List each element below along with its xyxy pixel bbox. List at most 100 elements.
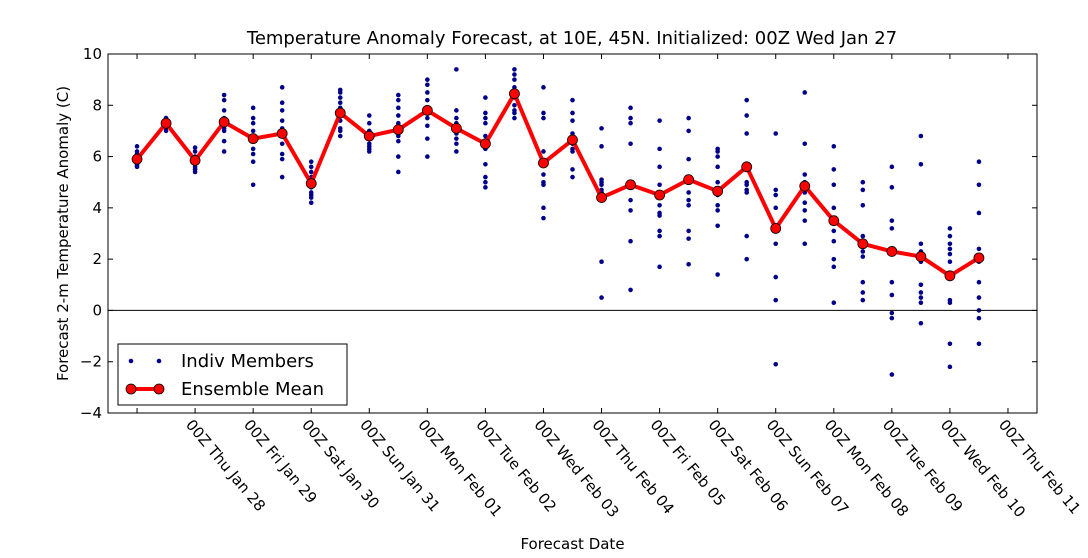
y-axis-label: Forecast 2-m Temperature Anomaly (C) [54,86,72,381]
legend-member-dot [128,358,134,364]
legend-mean-point [125,383,137,395]
member-point [918,241,924,247]
legend-mean-label: Ensemble Mean [181,379,324,400]
member-point [657,146,662,152]
member-point [802,172,808,177]
member-point [773,205,779,211]
member-point [279,151,285,157]
member-point [308,200,314,206]
legend: Indiv Members Ensemble Mean [117,343,348,406]
member-point [541,205,546,211]
ensemble-mean-point [915,251,927,262]
member-point [715,223,720,229]
ensemble-mean-layer [131,88,985,282]
ensemble-mean-point [770,222,782,234]
member-point [250,120,256,126]
member-point [599,259,604,265]
y-tick-label: 6 [92,148,102,166]
member-point [483,179,488,185]
member-point [657,228,662,234]
member-point [918,320,924,326]
member-point [599,126,604,131]
member-point [366,113,372,118]
member-point [570,146,575,152]
member-point [918,282,924,288]
member-point [831,264,837,270]
member-point [541,85,546,90]
member-point [628,197,633,203]
legend-box [117,343,348,406]
member-point [221,97,227,103]
legend-members-label: Indiv Members [181,351,314,372]
member-point [686,190,691,195]
member-point [860,279,866,285]
ensemble-mean-point [334,107,346,119]
member-point [715,164,720,170]
member-point [425,136,430,141]
legend-members-marker [128,358,162,364]
member-point [860,249,866,254]
member-point [483,120,488,126]
member-point [918,161,924,167]
ensemble-mean-point [160,117,172,129]
member-point [802,241,808,247]
member-point [279,174,285,180]
member-point [570,97,575,103]
member-point [541,172,546,177]
member-point [773,361,779,367]
member-point [483,185,488,190]
member-point [396,97,401,103]
member-point [396,92,401,98]
y-tick-label: −2 [80,353,102,371]
member-point [715,202,720,208]
member-point [308,192,314,198]
member-point [454,67,459,72]
member-point [425,82,430,88]
member-point [715,154,720,159]
member-point [715,146,720,152]
member-point [947,297,953,303]
member-point [628,141,633,147]
ensemble-mean-point [712,185,724,197]
member-point [570,167,575,172]
member-point [976,246,982,252]
ensemble-mean-point [450,122,462,134]
member-point [976,295,982,300]
member-point [570,110,575,116]
member-point [541,110,546,116]
member-point [279,156,285,162]
member-point [221,149,227,154]
member-point [279,141,285,147]
member-point [773,131,779,136]
member-point [628,287,633,293]
y-tick-label: 2 [92,250,102,268]
member-point [599,295,604,300]
member-point [860,290,866,295]
member-point [308,159,314,164]
member-point [512,77,517,82]
ensemble-mean-point [392,124,404,136]
member-point [512,102,517,108]
ensemble-mean-point [131,153,143,165]
member-point [308,169,314,175]
member-point [337,95,343,100]
member-point [889,279,895,285]
member-point [831,238,837,244]
member-point [425,115,430,121]
member-point [221,108,227,113]
member-point [947,364,953,370]
legend-mean-point [153,383,165,395]
member-point [744,131,749,136]
member-point [425,97,430,103]
member-point [831,182,837,188]
member-point [860,233,866,239]
member-point [860,179,866,185]
ensemble-mean-point [509,88,520,100]
ensemble-mean-point [276,128,288,139]
member-point [889,372,895,377]
member-point [657,210,662,216]
member-point [279,108,285,113]
member-point [918,300,924,306]
member-point [686,236,691,241]
